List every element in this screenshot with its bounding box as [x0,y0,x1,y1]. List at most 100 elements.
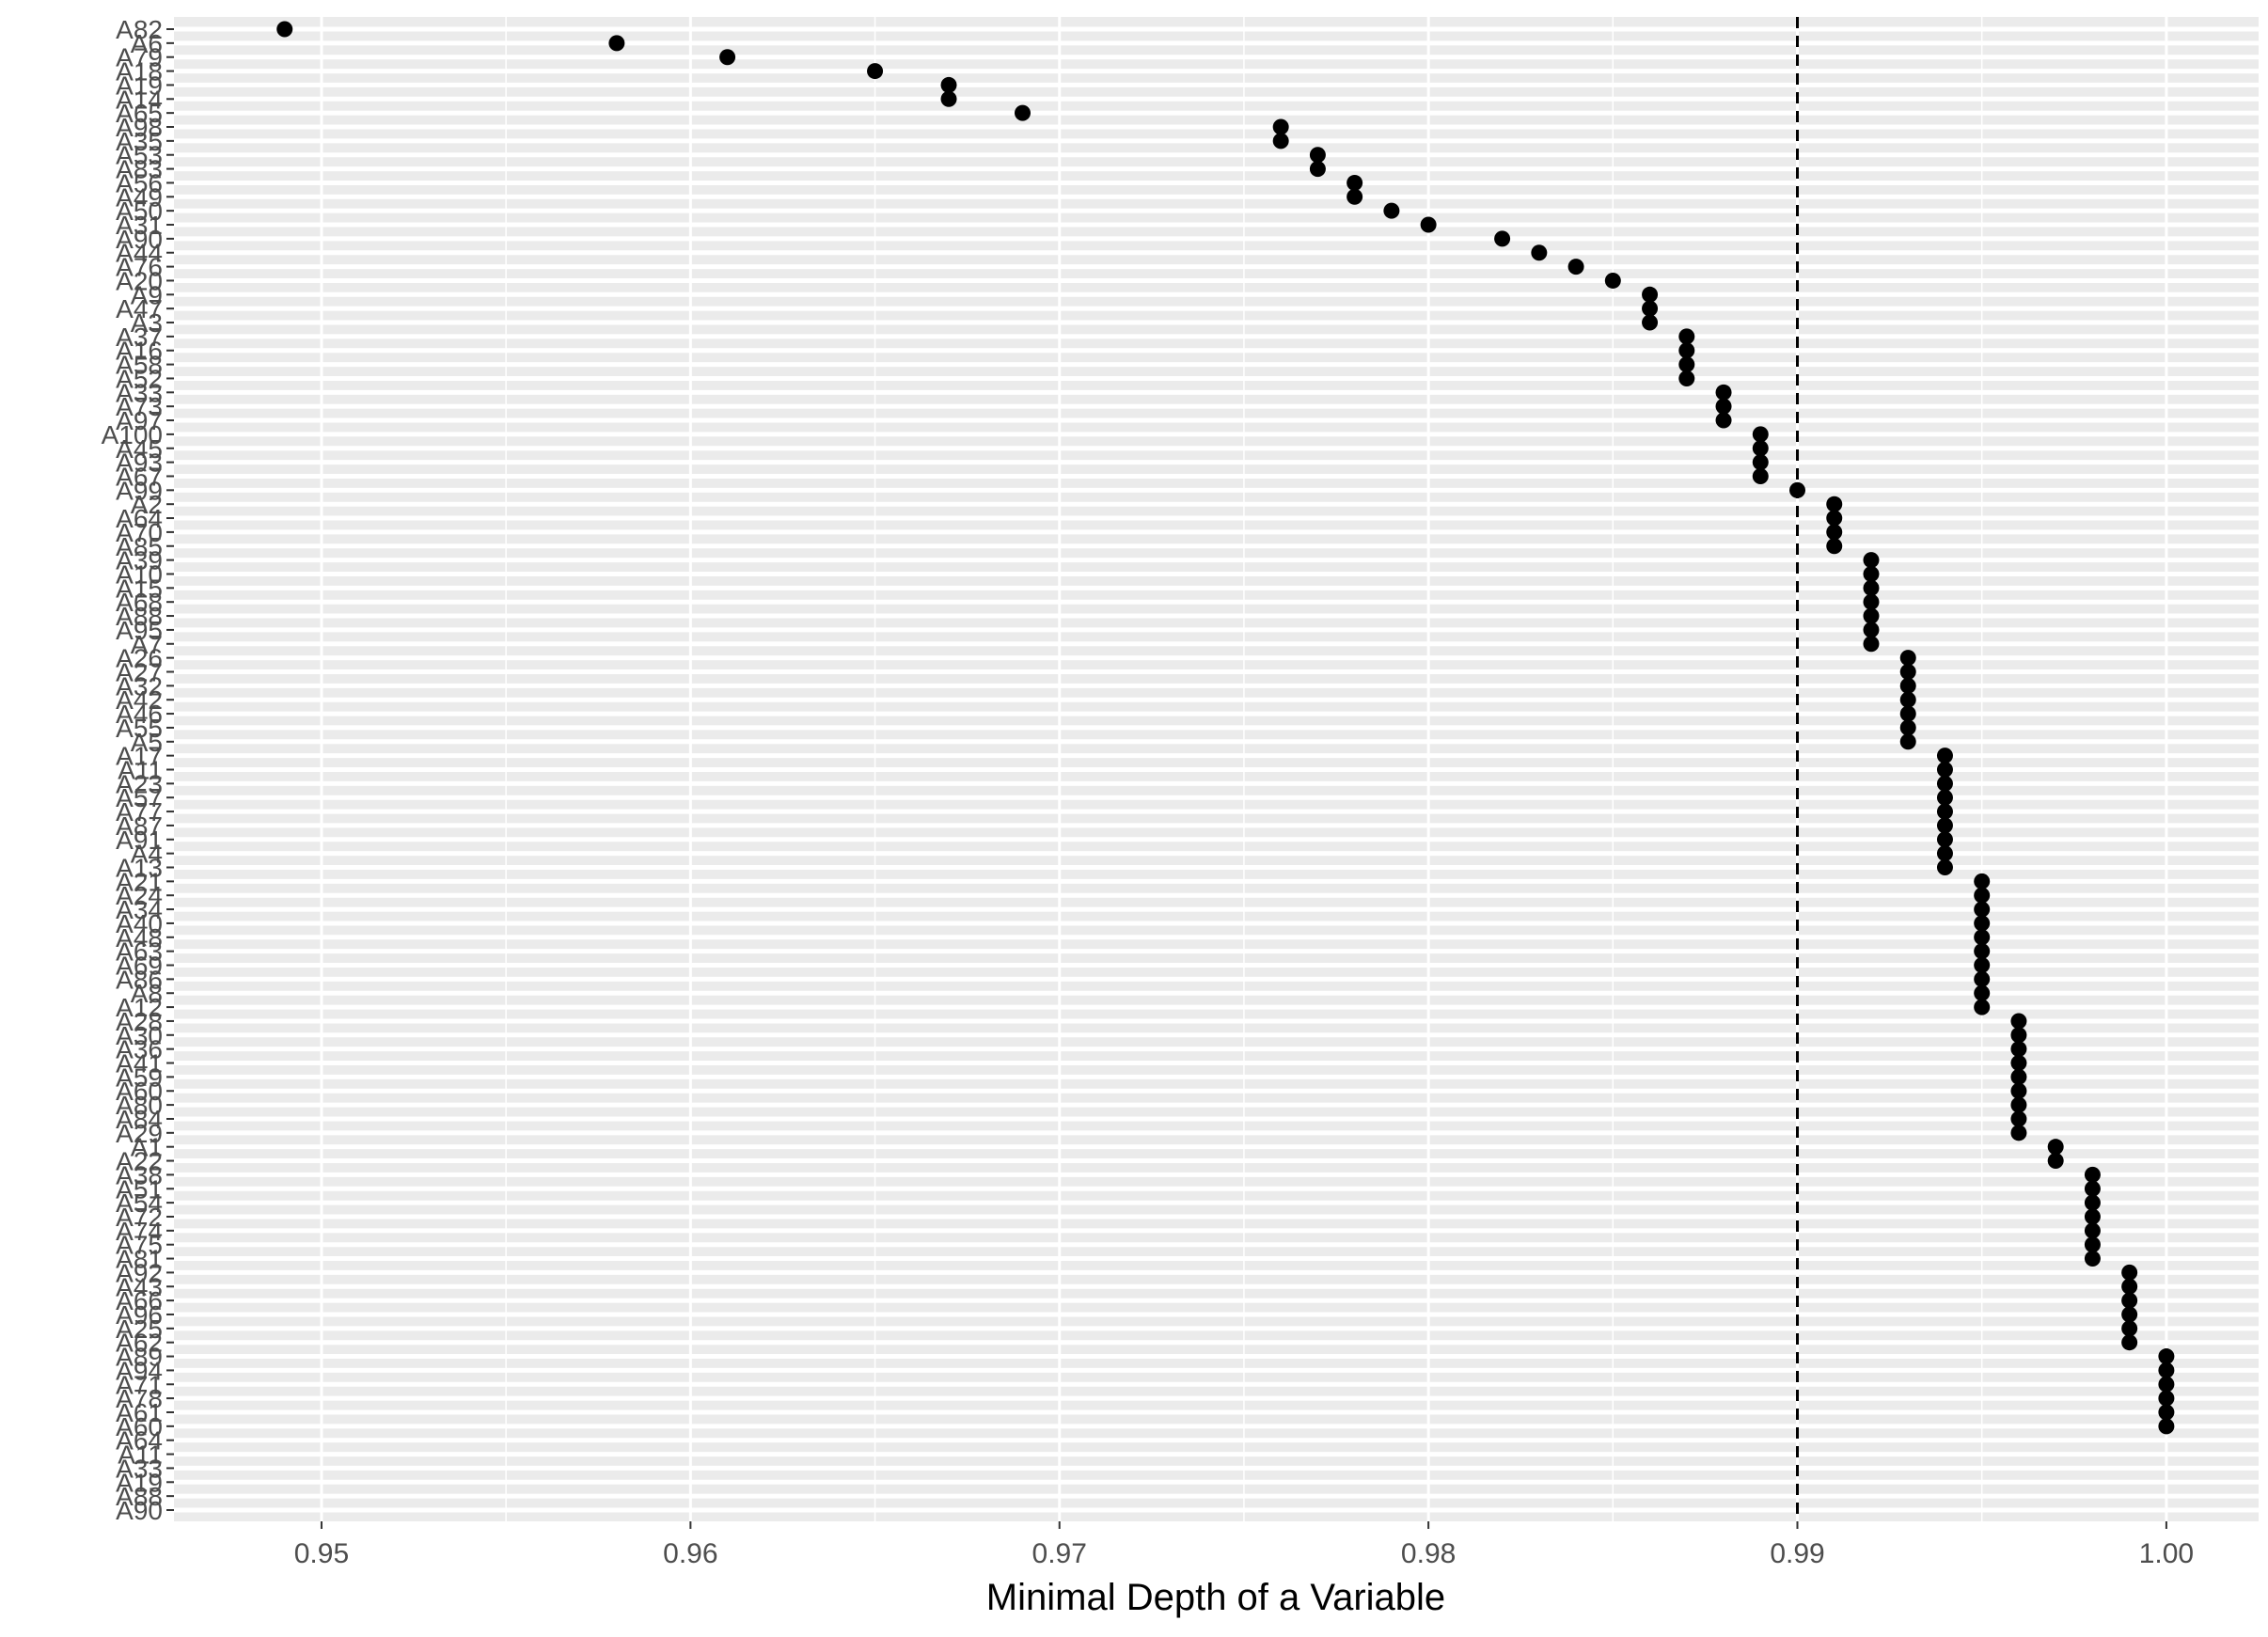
y-tick-label: A79 [116,43,163,72]
y-tick-label: A30 [116,1021,163,1050]
y-tick-label: A31 [116,211,163,240]
y-tick-label: A41 [116,1049,163,1078]
data-point [1974,929,1991,946]
data-point [2010,1027,2027,1044]
y-tick-label: A35 [116,127,163,156]
y-tick-label: A44 [116,239,163,268]
data-point [1936,817,1953,834]
y-tick-label: A98 [116,113,163,142]
y-tick-label: A11 [118,756,163,785]
y-tick-label: A50 [116,197,163,226]
y-tick-label: A49 [116,182,163,212]
data-point [1272,118,1289,135]
y-tick-label: A55 [116,714,163,743]
y-tick-label: A11 [118,1440,163,1470]
y-tick-label: A13 [116,854,163,883]
data-point [1936,762,1953,778]
y-tick-label: A65 [116,99,163,128]
data-point [1347,174,1363,191]
data-point [2010,1041,2027,1058]
data-point [2047,1139,2064,1156]
y-tick-label: A76 [116,253,163,282]
y-tick-label: A60 [116,1077,163,1106]
data-point [2084,1194,2101,1211]
data-point [719,49,736,66]
y-tick-label: A2 [131,490,163,519]
y-tick-labels: A82A6A79A18A19A14A65A98A35A53A83A56A49A5… [102,15,174,1525]
y-tick-label: A39 [116,546,163,575]
data-point [1826,538,1843,555]
data-point [1678,342,1695,359]
data-point [1899,663,1916,680]
data-point [1936,803,1953,820]
y-tick-label: A91 [116,826,163,855]
data-point [1974,957,1991,974]
y-tick-label: A53 [116,141,163,170]
y-tick-label: A37 [116,323,163,352]
y-tick-label: A94 [116,1356,163,1385]
y-tick-label: A92 [116,1258,163,1287]
data-point [2158,1362,2175,1378]
y-tick-label: A72 [116,1203,163,1232]
data-point [1863,636,1880,653]
data-point [2010,1013,2027,1030]
x-tick-label: 0.97 [1032,1538,1087,1569]
data-point [2084,1236,2101,1253]
y-tick-label: A12 [116,993,163,1022]
data-point [1715,412,1732,429]
y-tick-label: A64 [116,504,163,533]
data-point [1974,873,1991,889]
data-point [2010,1055,2027,1072]
data-point [2047,1153,2064,1170]
data-point [1899,733,1916,750]
data-point [1936,748,1953,764]
data-point [1974,887,1991,904]
y-tick-label: A86 [116,965,163,994]
data-point [2121,1292,2138,1309]
data-point [1826,496,1843,512]
y-tick-label: A18 [116,57,163,87]
data-point [1715,384,1732,401]
x-tick-label: 1.00 [2139,1538,2194,1569]
data-point [1752,467,1769,484]
y-tick-label: A96 [116,1300,163,1330]
y-tick-label: A56 [116,168,163,197]
y-tick-label: A29 [116,1119,163,1148]
data-point [2010,1110,2027,1127]
data-point [1752,440,1769,457]
y-tick-label: A51 [116,1174,163,1204]
y-tick-label: A45 [116,434,163,464]
data-point [2121,1264,2138,1281]
y-tick-label: A8 [131,979,163,1008]
data-point [2084,1180,2101,1197]
y-tick-label: A28 [116,1007,163,1036]
y-tick-label: A59 [116,1062,163,1092]
data-point [2158,1376,2175,1393]
data-point [1531,244,1548,261]
y-tick-label: A5 [131,728,163,757]
data-point [1863,579,1880,596]
data-point [1642,300,1659,317]
y-tick-label: A71 [116,1370,163,1399]
y-tick-label: A69 [116,952,163,981]
y-tick-label: A47 [116,294,163,323]
data-point [1567,259,1584,275]
data-point [608,35,625,52]
y-tick-label: A83 [116,155,163,184]
data-point [2121,1306,2138,1323]
y-tick-label: A9 [131,280,163,309]
y-tick-label: A67 [116,462,163,491]
data-point [1383,202,1400,219]
data-point [2084,1166,2101,1183]
data-point [1789,481,1806,498]
y-tick-label: A70 [116,518,163,547]
data-point [1642,314,1659,331]
y-tick-label: A40 [116,909,163,938]
y-tick-label: A42 [116,685,163,715]
y-tick-label: A26 [116,644,163,673]
y-tick-label: A75 [116,1231,163,1260]
y-tick-label: A54 [116,1188,163,1218]
data-point [940,90,957,107]
data-point [1826,510,1843,527]
